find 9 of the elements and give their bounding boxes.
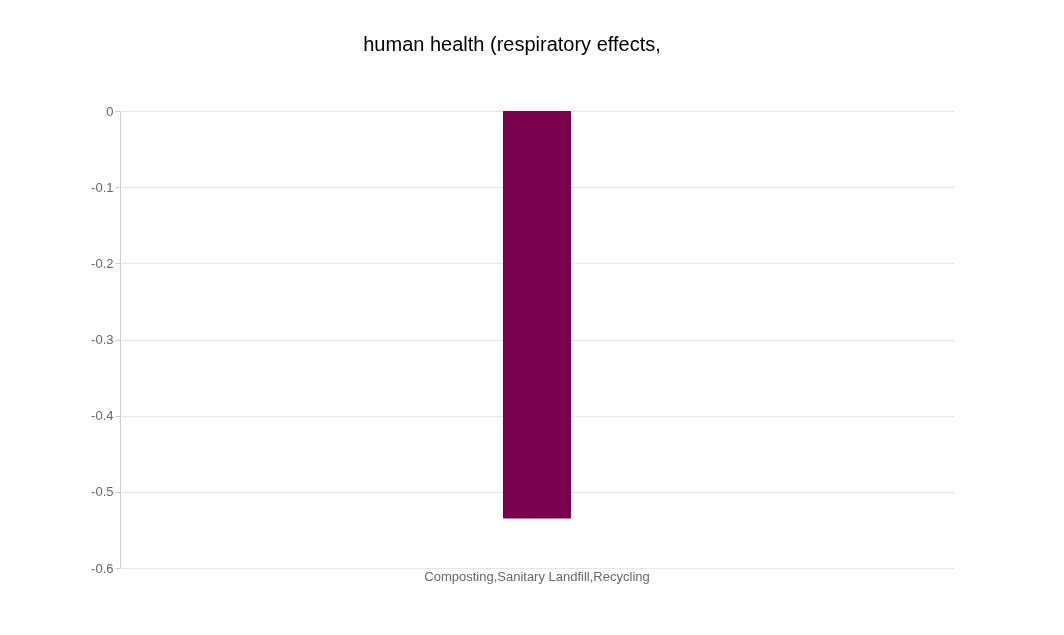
y-tick-label: -0.2 [91, 255, 114, 271]
y-tick-label: -0.5 [91, 484, 114, 500]
x-tick-label: Composting,Sanitary Landfill,Recycling [424, 568, 650, 584]
y-tick-label: -0.3 [91, 332, 114, 347]
y-tick-label: -0.6 [91, 560, 114, 576]
y-tick-label: -0.4 [91, 408, 114, 424]
chart-title: human health (respiratory effects, [363, 33, 661, 55]
y-tick-label: -0.1 [91, 179, 114, 195]
y-tick-label: 0 [106, 103, 114, 119]
